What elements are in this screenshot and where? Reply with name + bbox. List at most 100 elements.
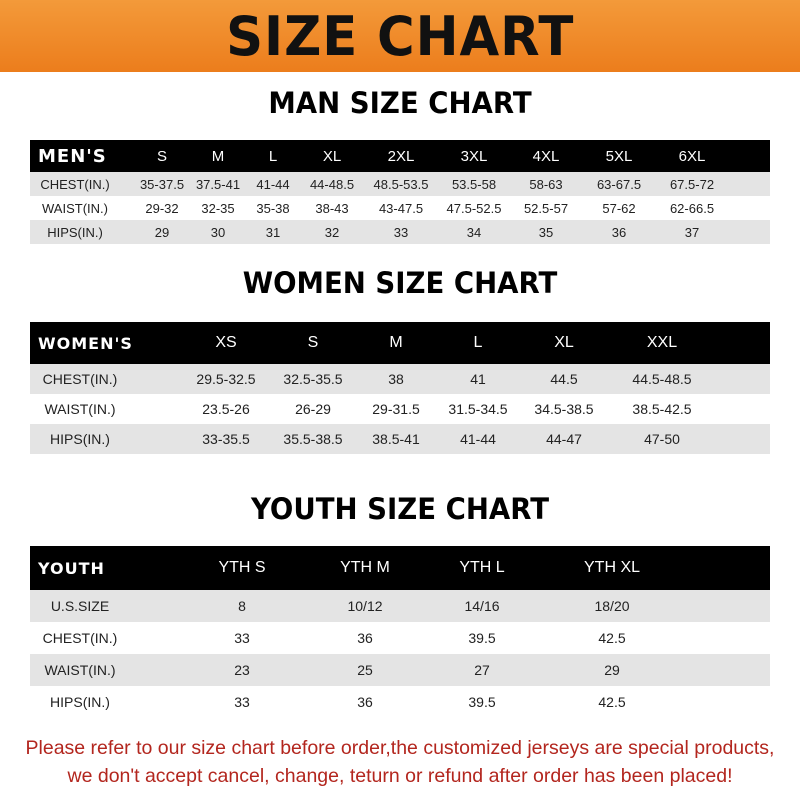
table-row: CHEST(IN.) 29.5-32.5 32.5-35.5 38 41 44.5 44.5… xyxy=(30,364,770,394)
size-value: 37.5-41 xyxy=(195,176,241,192)
size-value: 42.5 xyxy=(598,630,626,646)
size-header: S xyxy=(307,334,319,351)
size-header: XL xyxy=(554,334,574,351)
size-header: XXL xyxy=(646,334,678,351)
size-value: 53.5-58 xyxy=(451,176,497,192)
row-label: U.S.SIZE xyxy=(50,598,110,614)
size-value: 31 xyxy=(265,224,281,240)
size-value: 47.5-52.5 xyxy=(446,200,502,216)
size-value: 32 xyxy=(324,224,340,240)
order-notice: Please refer to our size chart before or… xyxy=(0,734,800,790)
table-title: YOUTH xyxy=(38,558,105,578)
size-value: 30 xyxy=(210,224,226,240)
table-row: HIPS(IN.) 33-35.5 35.5-38.5 38.5-41 41-44 44-… xyxy=(30,424,770,454)
size-value: 33 xyxy=(234,630,250,646)
row-label: WAIST(IN.) xyxy=(42,200,108,216)
size-value: 58-63 xyxy=(529,176,563,192)
size-value: 39.5 xyxy=(468,630,496,646)
size-header: YTH L xyxy=(459,559,505,576)
size-value: 18/20 xyxy=(594,598,630,614)
row-label: HIPS(IN.) xyxy=(50,431,110,447)
size-header: 5XL xyxy=(605,147,633,165)
size-value: 36 xyxy=(357,694,373,710)
size-value: 52.5-57 xyxy=(523,200,569,216)
size-value: 29.5-32.5 xyxy=(196,371,256,387)
size-value: 31.5-34.5 xyxy=(448,401,508,417)
row-label: WAIST(IN.) xyxy=(44,662,116,678)
size-value: 41-44 xyxy=(460,431,496,447)
size-value: 63-67.5 xyxy=(596,176,642,192)
men-size-table: MEN'S S M L XL 2XL 3XL 4XL 5XL 6XL CHEST(IN.) 35-37… xyxy=(30,140,770,244)
table-row: CHEST(IN.) 35-37.5 37.5-41 41-44 44-48.5 48.5… xyxy=(30,172,770,196)
row-label: CHEST(IN.) xyxy=(40,176,110,192)
size-value: 23.5-26 xyxy=(202,401,250,417)
size-value: 36 xyxy=(611,224,627,240)
size-value: 34 xyxy=(466,224,482,240)
row-label: HIPS(IN.) xyxy=(47,224,103,240)
size-header: M xyxy=(389,334,403,351)
table-row: CHEST(IN.) 33 36 39.5 42.5 xyxy=(30,622,770,654)
size-value: 14/16 xyxy=(464,598,500,614)
size-value: 41 xyxy=(470,371,486,387)
size-header: XS xyxy=(215,334,237,351)
size-value: 48.5-53.5 xyxy=(373,176,429,192)
size-value: 35.5-38.5 xyxy=(283,431,343,447)
header-row: MEN'S S M L XL 2XL 3XL 4XL 5XL 6XL xyxy=(30,140,770,172)
size-value: 33 xyxy=(234,694,250,710)
size-value: 32-35 xyxy=(201,200,235,216)
size-value: 29 xyxy=(604,662,620,678)
size-value: 10/12 xyxy=(347,598,383,614)
youth-heading: YOUTH SIZE CHART xyxy=(250,492,550,526)
size-value: 33 xyxy=(393,224,409,240)
row-label: CHEST(IN.) xyxy=(42,371,118,387)
size-value: 44.5-48.5 xyxy=(632,371,692,387)
table-row: WAIST(IN.) 29-32 32-35 35-38 38-43 43-47.5 47.… xyxy=(30,196,770,220)
size-value: 42.5 xyxy=(598,694,626,710)
size-value: 57-62 xyxy=(602,200,636,216)
size-header: XL xyxy=(322,147,342,165)
size-value: 29 xyxy=(154,224,170,240)
size-value: 29-31.5 xyxy=(372,401,420,417)
size-value: 62-66.5 xyxy=(669,200,715,216)
women-size-table: WOMEN'S XS S M L XL XXL CHEST(IN.) 29.5-32.5 32.5… xyxy=(30,322,770,454)
size-value: 38 xyxy=(388,371,404,387)
size-value: 27 xyxy=(474,662,490,678)
row-label: HIPS(IN.) xyxy=(50,694,110,710)
row-label: WAIST(IN.) xyxy=(44,401,116,417)
size-value: 37 xyxy=(684,224,700,240)
size-header: YTH M xyxy=(340,559,390,576)
table-row: WAIST(IN.) 23.5-26 26-29 29-31.5 31.5-34.5 34… xyxy=(30,394,770,424)
header-row: YOUTH YTH S YTH M YTH L YTH XL xyxy=(30,546,770,590)
size-value: 67.5-72 xyxy=(669,176,715,192)
size-header: S xyxy=(156,147,168,165)
table-row: U.S.SIZE 8 10/12 14/16 18/20 xyxy=(30,590,770,622)
row-label: CHEST(IN.) xyxy=(42,630,118,646)
size-header: M xyxy=(211,147,225,165)
table-title: MEN'S xyxy=(38,145,107,167)
size-value: 29-32 xyxy=(145,200,179,216)
size-header: 2XL xyxy=(387,147,415,165)
table-title: WOMEN'S xyxy=(38,333,133,353)
size-header: 6XL xyxy=(678,147,706,165)
men-heading: MAN SIZE CHART xyxy=(268,86,532,120)
size-value: 36 xyxy=(357,630,373,646)
size-value: 32.5-35.5 xyxy=(283,371,343,387)
page-title: SIZE CHART xyxy=(225,4,575,68)
size-value: 25 xyxy=(357,662,373,678)
size-value: 38-43 xyxy=(315,200,349,216)
notice-line-2: we don't accept cancel, change, teturn o… xyxy=(67,765,733,787)
notice-line-1: Please refer to our size chart before or… xyxy=(25,737,775,759)
size-value: 47-50 xyxy=(644,431,680,447)
size-value: 39.5 xyxy=(468,694,496,710)
size-value: 33-35.5 xyxy=(202,431,250,447)
size-value: 38.5-42.5 xyxy=(632,401,692,417)
size-value: 44-48.5 xyxy=(309,176,355,192)
size-value: 34.5-38.5 xyxy=(534,401,594,417)
size-value: 44-47 xyxy=(546,431,582,447)
table-row: HIPS(IN.) 29 30 31 32 33 34 35 36 37 xyxy=(30,220,770,244)
size-value: 26-29 xyxy=(295,401,331,417)
table-row: WAIST(IN.) 23 25 27 29 xyxy=(30,654,770,686)
size-value: 38.5-41 xyxy=(372,431,420,447)
women-heading: WOMEN SIZE CHART xyxy=(242,266,558,300)
size-value: 23 xyxy=(234,662,250,678)
